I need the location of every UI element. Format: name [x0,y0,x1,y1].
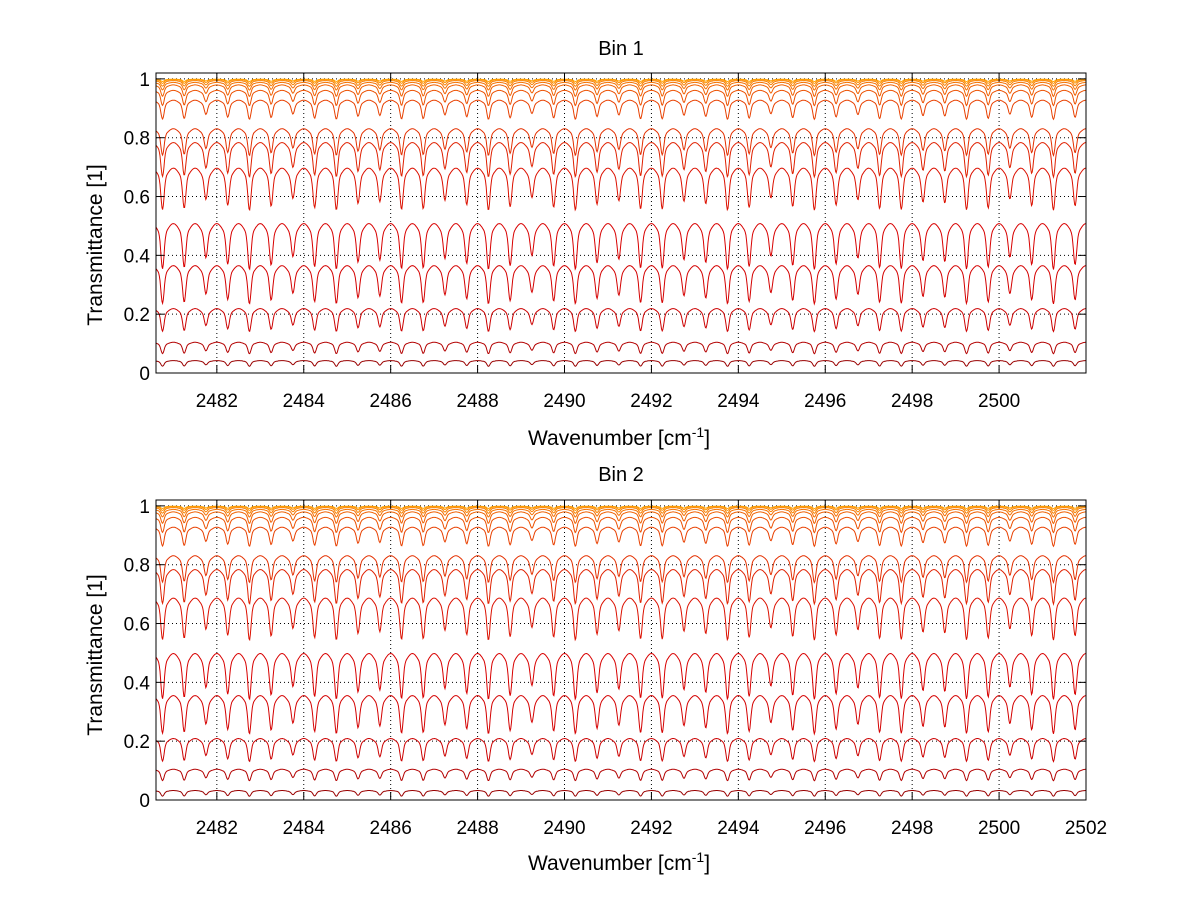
series-line [155,128,1087,158]
x-tick-label: 2484 [283,818,326,839]
axis-ticks [156,500,1087,801]
series-line [155,507,1086,514]
series-line [155,516,1086,534]
series-line [156,505,1086,510]
y-tick-label: 1 [139,497,150,518]
x-axis-label-suffix: ] [704,427,710,450]
x-tick-label: 2484 [283,391,326,412]
x-axis-label-suffix: ] [704,852,710,875]
y-tick-label: 0.4 [124,246,151,267]
y-tick-label: 0.4 [124,673,151,694]
series-line [155,80,1086,87]
x-tick-labels: 2482 2484 2486 2488 2490 2492 2494 2496 2498 2500… [196,818,1107,839]
y-tick-labels: 0 0.2 0.4 0.6 0.8 1 [124,497,151,812]
x-tick-label: 2486 [370,391,412,412]
series-line [155,99,1086,121]
y-axis-label: Transmittance [1] [84,574,107,735]
series-line [155,81,1086,91]
y-tick-label: 0.6 [124,615,150,636]
series-line [155,84,1086,98]
x-tick-label: 2500 [978,818,1020,839]
y-tick-label: 0.2 [124,732,150,753]
series-line [155,768,1086,782]
series-line [155,526,1086,548]
x-axis-label-superscript: -1 [692,849,705,865]
x-tick-label: 2496 [804,391,846,412]
panel-bin-1: Bin 1 0 0.2 0.4 0.6 0.8 1 2482 2484 2486 2488 249… [84,38,1087,450]
plot-area-frame [155,72,1087,374]
y-tick-labels: 0 0.2 0.4 0.6 0.8 1 [124,70,151,385]
y-tick-label: 0.2 [124,305,150,326]
chart-title: Bin 2 [598,464,644,486]
series-line [155,508,1086,518]
x-tick-label: 2486 [370,818,412,839]
y-axis-label: Transmittance [1] [84,164,107,325]
series-line [155,142,1086,179]
series-line [156,78,1086,83]
series-line [155,737,1087,763]
series-line [155,89,1086,107]
y-tick-label: 1 [139,70,150,91]
x-tick-label: 2496 [804,818,846,839]
series-line [155,265,1087,306]
x-tick-label: 2498 [891,818,933,839]
y-tick-label: 0 [139,364,150,385]
axis-ticks [156,73,1086,374]
series-line [155,511,1086,525]
x-tick-labels: 2482 2484 2486 2488 2490 2492 2494 2496 2498 2500 [196,391,1021,412]
series-line [155,569,1086,606]
series-line [155,652,1087,701]
chart-title: Bin 1 [598,38,644,60]
x-axis-label-main: Wavenumber [cm [528,427,692,450]
y-tick-label: 0.8 [124,556,150,577]
x-tick-label: 2502 [1065,818,1107,839]
x-axis-label-main: Wavenumber [cm [528,852,692,875]
series-group [155,78,1087,374]
series-line [155,308,1086,333]
x-tick-label: 2498 [891,391,933,412]
plot-area-frame [155,499,1087,801]
x-tick-label: 2494 [717,818,760,839]
x-tick-label: 2492 [630,818,672,839]
x-tick-label: 2482 [196,391,238,412]
x-tick-label: 2500 [978,391,1020,412]
series-line [155,167,1087,212]
y-tick-label: 0 [139,791,150,812]
x-tick-label: 2482 [196,818,238,839]
series-line [155,223,1087,271]
x-tick-label: 2490 [543,391,585,412]
series-line [155,695,1087,736]
x-axis-label: Wavenumber [cm-1] [528,424,710,450]
x-tick-label: 2492 [630,391,672,412]
series-line [155,555,1087,585]
x-axis-label: Wavenumber [cm-1] [528,849,710,875]
x-tick-label: 2488 [456,391,498,412]
y-tick-label: 0.8 [124,129,150,150]
series-line [155,341,1086,355]
y-tick-label: 0.6 [124,188,150,209]
x-tick-label: 2490 [543,818,585,839]
series-line [155,597,1087,642]
panel-bin-2: Bin 2 0 0.2 0.4 0.6 0.8 1 2482 2484 2486 2488 249… [84,464,1107,875]
series-line [155,790,1086,797]
x-tick-label: 2494 [717,391,760,412]
x-axis-label-superscript: -1 [692,424,705,440]
x-tick-label: 2488 [456,818,498,839]
series-line [155,360,1086,367]
